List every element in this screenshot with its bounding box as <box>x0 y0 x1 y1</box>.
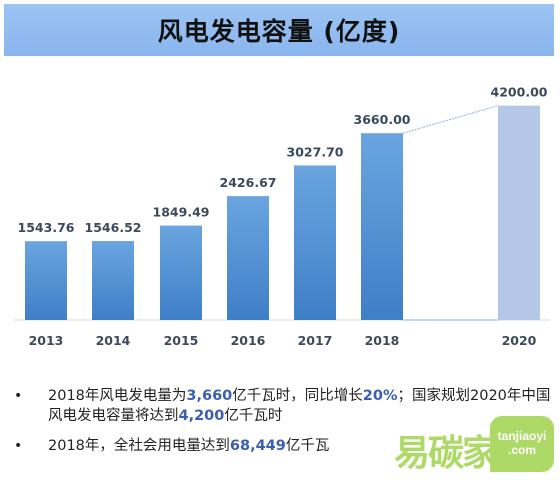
watermark-brand: 易碳家 <box>394 433 498 474</box>
highlight-value: 20% <box>362 388 398 404</box>
bullet-marker: • <box>14 388 23 404</box>
bullet-text-part: 2018年，全社会用电量达到 <box>48 438 230 454</box>
bullet-text-part: ；国家规划2020年中国风电发电容量将达到 <box>48 388 551 424</box>
data-label-2020: 4200.00 <box>491 85 548 100</box>
data-label-2018: 3660.00 <box>354 112 411 127</box>
watermark-url-line1: tanjiaoyi <box>497 429 547 443</box>
x-tick-label-2013: 2013 <box>29 333 64 348</box>
title-banner: 风电发电容量 (亿度) <box>4 4 554 56</box>
bar-2014 <box>92 241 134 320</box>
watermark-url-line2: .com <box>507 443 536 457</box>
bar-2018 <box>361 133 403 320</box>
watermark-logo: 易碳家 tanjiaoyi .com <box>394 414 556 476</box>
bullet-marker: • <box>14 438 23 454</box>
bullet-item: • 2018年风电发电量为3,660亿千瓦时，同比增长20%；国家规划2020年… <box>14 386 554 426</box>
bar-2013 <box>25 241 67 320</box>
x-tick-label-2015: 2015 <box>164 333 199 348</box>
bar-chart: 1543.76 2013 1546.52 2014 1849.49 2015 2426.67… <box>14 85 550 348</box>
watermark-badge: tanjiaoyi .com <box>490 416 554 472</box>
highlight-value: 68,449 <box>229 438 286 454</box>
bar-2015 <box>160 225 202 320</box>
bullet-text-part: 2018年风电发电量为 <box>48 388 187 404</box>
bar-2016 <box>227 196 269 320</box>
x-tick-label-2016: 2016 <box>231 333 266 348</box>
x-tick-label-2014: 2014 <box>96 333 131 348</box>
bullet-text: 2018年风电发电量为3,660亿千瓦时，同比增长20%；国家规划2020年中国… <box>48 386 554 426</box>
data-label-2015: 1849.49 <box>153 205 210 220</box>
data-label-2016: 2426.67 <box>220 175 277 190</box>
highlight-value: 4,200 <box>178 408 225 424</box>
bullet-text: 2018年，全社会用电量达到68,449亿千瓦 <box>48 436 554 456</box>
data-label-2013: 1543.76 <box>18 220 75 235</box>
x-tick-label-2018: 2018 <box>365 333 400 348</box>
chart-title: 风电发电容量 (亿度) <box>157 17 401 46</box>
growth-connector-top <box>402 105 499 134</box>
data-label-2014: 1546.52 <box>85 220 142 235</box>
highlight-value: 3,660 <box>186 388 233 404</box>
bullet-text-part: 亿千瓦时 <box>224 408 283 424</box>
bullet-item: • 2018年，全社会用电量达到68,449亿千瓦 <box>14 436 554 456</box>
bar-2020 <box>498 105 540 320</box>
bullet-text-part: 亿千瓦 <box>285 438 330 454</box>
data-label-2017: 3027.70 <box>287 144 344 159</box>
x-tick-label-2020: 2020 <box>502 333 537 348</box>
bar-2017 <box>294 165 336 320</box>
x-tick-label-2017: 2017 <box>298 333 333 348</box>
bullet-text-part: 亿千瓦时，同比增长 <box>232 388 363 404</box>
bullet-list: • 2018年风电发电量为3,660亿千瓦时，同比增长20%；国家规划2020年… <box>14 386 554 466</box>
